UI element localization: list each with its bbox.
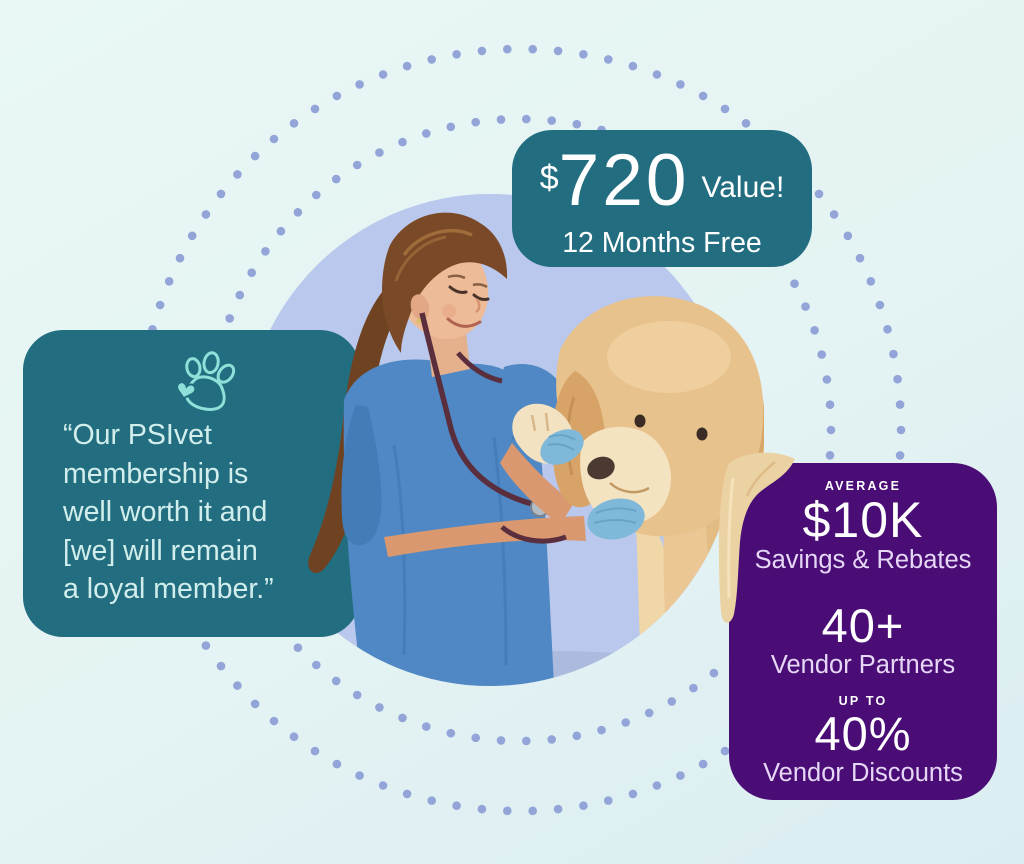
vet-figure bbox=[308, 212, 586, 686]
value-amount: 720 bbox=[558, 140, 690, 221]
stat-kicker: UP TO bbox=[838, 694, 888, 708]
stat-label: Vendor Discounts bbox=[763, 759, 963, 787]
value-card: $ 720 Value! 12 Months Free bbox=[512, 130, 812, 267]
stat-value: 40% bbox=[814, 707, 912, 760]
testimonial-card: “Our PSIvet membership is well worth it … bbox=[23, 330, 360, 637]
testimonial-quote: “Our PSIvet membership is well worth it … bbox=[63, 419, 274, 605]
dog-nose bbox=[587, 456, 615, 480]
stat-kicker: AVERAGE bbox=[824, 479, 902, 493]
stat-vendor-discounts: UP TO 40% Vendor Discounts bbox=[763, 693, 963, 787]
dog-muzzle bbox=[580, 426, 671, 525]
stat-label: Savings & Rebates bbox=[754, 546, 972, 574]
stat-label: Vendor Partners bbox=[770, 651, 956, 679]
stat-value: $10K bbox=[802, 492, 924, 548]
dog-fur-overlap bbox=[718, 452, 795, 623]
stat-savings: AVERAGE $10K Savings & Rebates bbox=[755, 478, 972, 574]
dog-figure bbox=[512, 296, 764, 686]
stat-vendor-partners: 40+ Vendor Partners bbox=[770, 599, 956, 680]
value-suffix: Value! bbox=[701, 171, 785, 204]
value-subtitle: 12 Months Free bbox=[562, 227, 762, 259]
value-currency: $ bbox=[539, 159, 559, 197]
stats-card: AVERAGE $10K Savings & Rebates 40+ Vendo… bbox=[729, 463, 997, 800]
value-headline: $ 720 Value! bbox=[512, 140, 812, 221]
paw-heart-icon bbox=[23, 347, 360, 411]
stat-value: 40+ bbox=[821, 599, 905, 652]
gloved-hands bbox=[500, 429, 645, 544]
vet-and-dog-photo bbox=[308, 212, 764, 686]
